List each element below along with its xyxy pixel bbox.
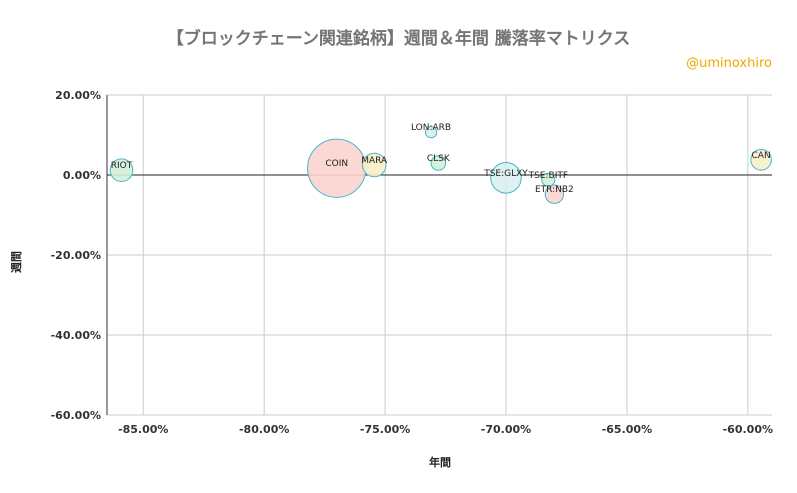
y-tick-label: -20.00% — [51, 249, 101, 262]
y-axis-title: 週間 — [10, 251, 23, 273]
x-tick-label: -75.00% — [360, 423, 410, 436]
bubble-label: RIOT — [111, 161, 133, 171]
x-tick-label: -80.00% — [239, 423, 289, 436]
bubble-label: COIN — [325, 159, 348, 169]
bubble-point — [361, 152, 387, 178]
bubble-label: TSE:GLXY — [483, 169, 528, 179]
bubble-label: MARA — [361, 156, 388, 166]
bubble-label: CLSK — [427, 154, 451, 164]
bubble-point — [109, 158, 134, 182]
x-tick-label: -85.00% — [118, 423, 168, 436]
bubble-layer — [109, 126, 772, 204]
x-tick-label: -70.00% — [481, 423, 531, 436]
bubble-label: CAN — [752, 151, 771, 161]
y-tick-label: 0.00% — [63, 169, 101, 182]
bubble-label: TSE:BITF — [528, 171, 568, 181]
x-tick-label: -60.00% — [723, 423, 773, 436]
bubble-point — [541, 172, 556, 187]
y-tick-label: 20.00% — [55, 89, 101, 102]
chart-title: 【ブロックチェーン関連銘柄】週間＆年間 騰落率マトリクス — [166, 29, 631, 49]
bubble-point — [424, 126, 438, 139]
y-tick-label: -60.00% — [51, 409, 101, 422]
label-layer: RIOT COIN MARA LON:ARB CLSK TSE:GLXY TSE:BITF E… — [111, 123, 771, 195]
bubble-point — [544, 184, 565, 204]
bubble-label: ETR:NB2 — [535, 185, 574, 195]
bubble-point — [490, 162, 522, 194]
chart-credit: @uminoxhiro — [686, 56, 772, 71]
y-tick-label: -40.00% — [51, 329, 101, 342]
x-axis-title: 年間 — [429, 456, 451, 469]
x-tick-label: -65.00% — [602, 423, 652, 436]
axis-layer — [106, 95, 772, 415]
tick-layer: -85.00% -80.00% -75.00% -70.00% -65.00% -60.0… — [51, 89, 773, 436]
bubble-point — [430, 155, 447, 171]
grid-layer — [107, 94, 772, 416]
bubble-point — [750, 149, 772, 171]
bubble-label: LON:ARB — [411, 123, 451, 133]
